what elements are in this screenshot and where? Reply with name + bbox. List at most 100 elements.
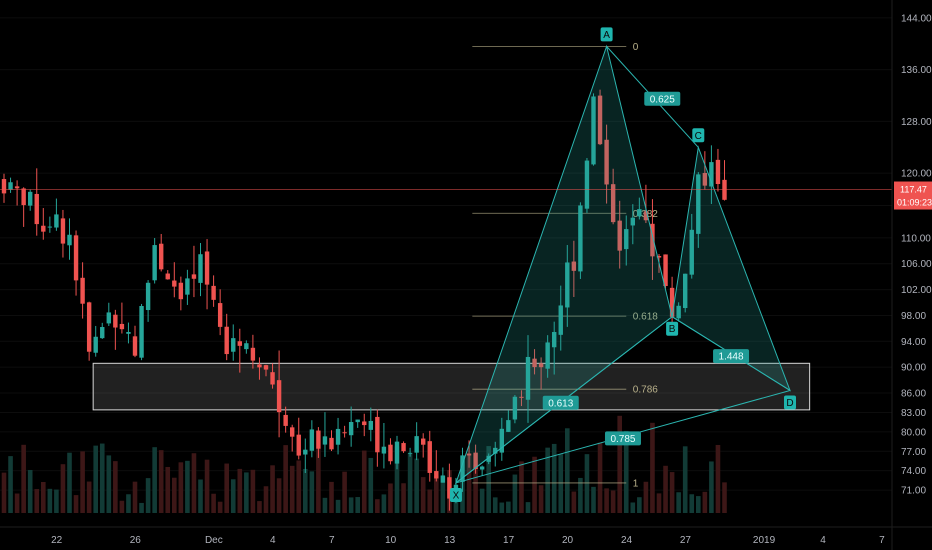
candle-body xyxy=(388,444,393,462)
volume-bar xyxy=(185,460,190,513)
candle-body xyxy=(538,363,544,368)
candle-body xyxy=(139,306,144,358)
candle-body xyxy=(525,356,531,400)
candle-body xyxy=(401,443,406,452)
candle-body xyxy=(198,254,203,283)
volume-bar xyxy=(610,490,616,513)
volume-bar xyxy=(316,447,321,513)
price-tick-label: 80.00 xyxy=(901,427,926,438)
price-axis[interactable]: 144.00136.00128.00120.00115.00110.00106.… xyxy=(891,0,932,550)
candle-body xyxy=(185,278,190,295)
point-label-c: C xyxy=(695,131,702,142)
point-badge-x[interactable] xyxy=(449,487,462,502)
time-axis[interactable]: 22 26 Dec 4 7 10 13 17 20 24 27 2019 4 7 xyxy=(0,526,932,546)
volume-bar xyxy=(158,450,164,513)
volume-bar xyxy=(669,472,675,513)
candle-body xyxy=(211,285,216,300)
volume-bar xyxy=(460,479,465,513)
volume-bar xyxy=(204,459,210,513)
candle-body xyxy=(34,193,39,225)
ratio-badge[interactable] xyxy=(542,395,579,410)
volume-bar xyxy=(237,468,243,513)
volume-bar xyxy=(578,477,583,513)
ratio-badge[interactable] xyxy=(604,431,641,446)
candle-body xyxy=(512,396,518,420)
candle-body xyxy=(630,217,635,226)
price-tick-label: 90.00 xyxy=(901,363,926,374)
volume-bar xyxy=(165,466,171,513)
volume-bar xyxy=(106,455,112,513)
volume-bar xyxy=(309,471,315,513)
pattern-triangle-xab[interactable] xyxy=(454,44,673,485)
volume-bar xyxy=(388,483,393,513)
volume-bar xyxy=(178,462,184,513)
candle-body xyxy=(578,205,583,272)
candle-body xyxy=(499,428,504,453)
volume-bar xyxy=(676,492,681,513)
volume-bar xyxy=(329,481,334,513)
current-price-value: 117.47 xyxy=(900,185,927,195)
harmonic-pattern[interactable]: 0.625 0.613 1.448 0.785 X A B C D xyxy=(449,27,796,502)
candle-body xyxy=(191,274,197,279)
current-price-tag[interactable] xyxy=(894,181,932,210)
point-badge-a[interactable] xyxy=(600,27,613,42)
price-tick-label: 98.00 xyxy=(901,311,926,322)
candle-body xyxy=(342,432,347,434)
time-tick-label: 4 xyxy=(270,535,276,546)
price-tick-label: 86.00 xyxy=(901,389,926,400)
candle-body xyxy=(565,262,570,308)
support-zone[interactable] xyxy=(92,362,811,411)
candle-body xyxy=(552,332,557,348)
point-badge-d[interactable] xyxy=(784,395,796,410)
volume-bar xyxy=(722,482,727,513)
candle-body xyxy=(696,174,701,234)
point-badge-b[interactable] xyxy=(666,321,679,336)
candle-body xyxy=(244,343,249,350)
point-badge-c[interactable] xyxy=(692,128,705,143)
candle-body xyxy=(610,184,616,223)
volume-bar xyxy=(394,446,400,513)
volume-bar xyxy=(198,479,203,513)
volume-bar xyxy=(420,477,426,513)
volume-bar xyxy=(270,465,275,513)
zone-rectangle[interactable] xyxy=(92,362,811,411)
volume-bar xyxy=(591,486,596,513)
volume-bar xyxy=(119,500,125,513)
ratio-badge[interactable] xyxy=(713,349,750,364)
candle-body xyxy=(47,226,53,228)
point-label-x: X xyxy=(453,490,460,501)
candle-body xyxy=(165,273,170,280)
volume-bar xyxy=(217,501,223,513)
candle-body xyxy=(597,95,603,145)
time-tick-label: 13 xyxy=(444,535,456,546)
volume-bar xyxy=(617,415,622,513)
volume-bar xyxy=(453,497,459,513)
candle-body xyxy=(73,235,79,281)
candle-body xyxy=(93,336,98,353)
candle-body xyxy=(440,475,446,483)
candle-body xyxy=(41,225,46,232)
volume-bar xyxy=(650,422,655,513)
candle-body xyxy=(263,365,269,370)
volume-bar xyxy=(512,474,518,513)
candle-body xyxy=(466,453,472,456)
candle-body xyxy=(237,341,242,346)
candle-body xyxy=(709,162,714,187)
volume-bar xyxy=(473,465,478,513)
candle-body xyxy=(407,452,413,454)
candle-body xyxy=(473,452,478,470)
candle-body xyxy=(591,96,596,165)
ratio-badge[interactable] xyxy=(644,91,681,106)
volume-bar xyxy=(381,494,387,513)
candle-body xyxy=(152,245,157,281)
candle-body xyxy=(663,254,668,287)
volume-bar xyxy=(597,442,603,513)
candle-body xyxy=(172,280,177,287)
candle-body xyxy=(676,305,681,319)
price-tick-label: 102.00 xyxy=(901,285,932,296)
candle-body xyxy=(8,182,13,190)
candle-body xyxy=(656,255,662,258)
volume-bar xyxy=(54,489,59,513)
volume-bar xyxy=(93,445,98,513)
